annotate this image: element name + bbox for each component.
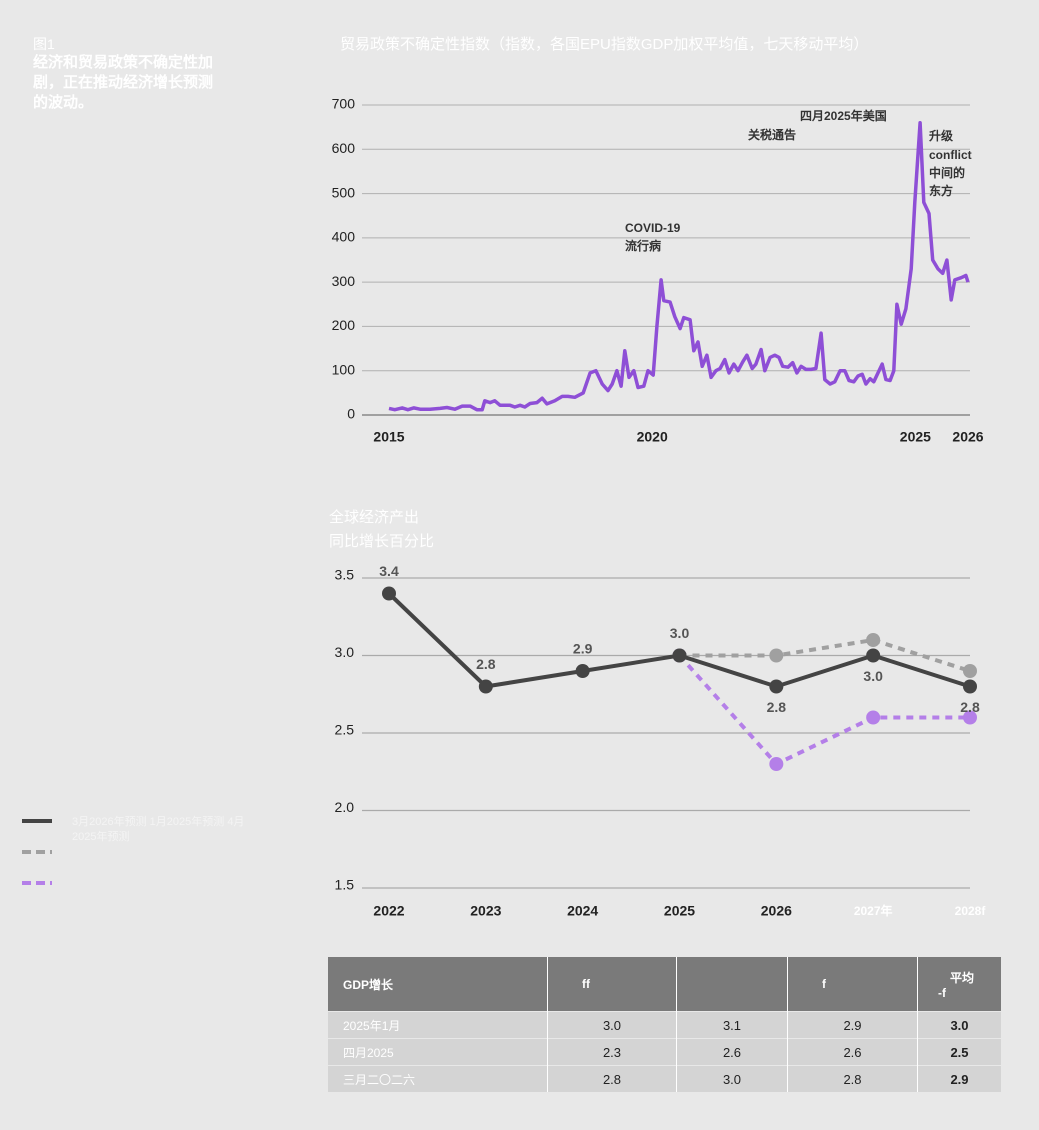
- annotation: 关税通告: [748, 127, 796, 142]
- y-tick-label: 1.5: [335, 877, 355, 893]
- data-label: 2.8: [960, 699, 980, 715]
- point: [382, 586, 396, 601]
- point: [866, 633, 881, 647]
- data-label: 3.4: [379, 563, 399, 579]
- point: [575, 664, 590, 678]
- point: [478, 679, 493, 694]
- y-tick-label: 200: [332, 317, 356, 333]
- x-tick-label: 2025: [664, 903, 695, 919]
- y-tick-label: 500: [332, 184, 356, 200]
- table-row: 三月二〇二六 2.8 3.0 2.8 2.9: [328, 1065, 1001, 1092]
- point: [963, 679, 977, 694]
- cell: 3.0: [676, 1065, 788, 1092]
- point: [866, 648, 881, 663]
- table-row: 2025年1月 3.0 3.1 2.9 3.0: [328, 1011, 1001, 1039]
- cell: 2.9: [787, 1011, 918, 1039]
- annotation: COVID-19: [625, 221, 681, 235]
- x-tick-label: 2028f: [955, 904, 987, 918]
- data-label: 2.8: [476, 656, 496, 672]
- y-tick-label: 2.5: [335, 722, 355, 738]
- gdp-table: GDP增长 ff f 平均 -f 2025年1月 3.0 3.1 2.9 3.0…: [328, 957, 1001, 1092]
- header-cell: 平均 -f: [917, 957, 1001, 1012]
- x-tick-label: 2020: [637, 429, 668, 445]
- data-label: 3.0: [863, 668, 883, 684]
- chart-title: 全球经济产出: [329, 508, 419, 526]
- header-line: -f: [938, 985, 946, 1000]
- annotation: 四月2025年美国: [800, 108, 887, 123]
- row-label: 2025年1月: [328, 1011, 548, 1039]
- annotation: 中间的: [929, 165, 965, 180]
- figure-title: 经济和贸易政策不确定性加剧，正在推动经济增长预测的波动。: [33, 54, 214, 111]
- data-label: 2.8: [767, 699, 787, 715]
- header-line: 平均: [950, 970, 975, 985]
- cell: 3.0: [917, 1011, 1001, 1039]
- legend-label: 4月2025年预测: [72, 816, 245, 843]
- annotation: 东方: [929, 183, 953, 198]
- y-tick-label: 300: [332, 273, 356, 289]
- cell: 2.5: [917, 1038, 1001, 1066]
- y-tick-label: 400: [332, 229, 356, 245]
- series-line: [679, 638, 971, 673]
- x-tick-label: 2027年: [854, 903, 893, 918]
- header-cell: [676, 957, 788, 1012]
- header-cell: f: [787, 957, 918, 1012]
- annotation: 升级: [929, 128, 953, 143]
- cell: 2.9: [917, 1065, 1001, 1092]
- y-tick-label: 2.0: [335, 799, 355, 815]
- cell: 2.6: [787, 1038, 918, 1066]
- cell: 2.8: [787, 1065, 918, 1092]
- row-label: 三月二〇二六: [328, 1065, 548, 1092]
- point: [866, 710, 881, 725]
- header-cell: ff: [547, 957, 677, 1012]
- x-tick-label: 2015: [373, 429, 404, 445]
- point: [672, 648, 687, 663]
- point: [769, 757, 784, 771]
- chart-title: 贸易政策不确定性指数（指数，各国EPU指数GDP加权平均值，七天移动平均）: [340, 36, 868, 53]
- cell: 2.3: [547, 1038, 677, 1066]
- x-tick-label: 2024: [567, 903, 598, 919]
- y-tick-label: 100: [332, 361, 356, 377]
- cell: 2.8: [547, 1065, 677, 1092]
- table-header: GDP增长 ff f 平均 -f: [328, 957, 1001, 1012]
- legend: 3月2026年预测 1月2025年预测 4月2025年预测: [72, 815, 264, 845]
- legend-label: 1月2025年预测: [149, 816, 225, 828]
- cell: 3.0: [547, 1011, 677, 1039]
- figure-label: 图1: [33, 36, 55, 52]
- chart-subtitle: 同比增长百分比: [329, 533, 434, 550]
- x-tick-label: 2026: [952, 429, 983, 445]
- x-tick-label: 2025: [900, 429, 931, 445]
- data-label: 3.0: [670, 625, 690, 641]
- y-tick-label: 0: [347, 406, 355, 422]
- y-tick-label: 700: [332, 96, 356, 112]
- x-tick-label: 2026: [761, 903, 792, 919]
- y-tick-label: 3.0: [335, 644, 355, 660]
- point: [963, 664, 977, 678]
- y-tick-label: 600: [332, 140, 356, 156]
- x-tick-label: 2022: [373, 903, 404, 919]
- legend-label: 3月2026年预测: [72, 816, 147, 828]
- annotation: conflict: [929, 148, 972, 162]
- annotation: 流行病: [625, 238, 661, 253]
- point: [963, 710, 977, 725]
- series-line: [678, 654, 970, 766]
- y-tick-label: 3.5: [335, 567, 355, 583]
- x-tick-label: 2023: [470, 903, 501, 919]
- table-row: 四月2025 2.3 2.6 2.6 2.5: [328, 1038, 1001, 1066]
- row-label: 四月2025: [328, 1038, 548, 1066]
- cell: 2.6: [676, 1038, 788, 1066]
- data-label: 2.9: [573, 641, 593, 657]
- point: [769, 648, 784, 663]
- index-line: [388, 120, 970, 412]
- header-cell: GDP增长: [328, 957, 548, 1012]
- cell: 3.1: [676, 1011, 788, 1039]
- point: [769, 679, 784, 694]
